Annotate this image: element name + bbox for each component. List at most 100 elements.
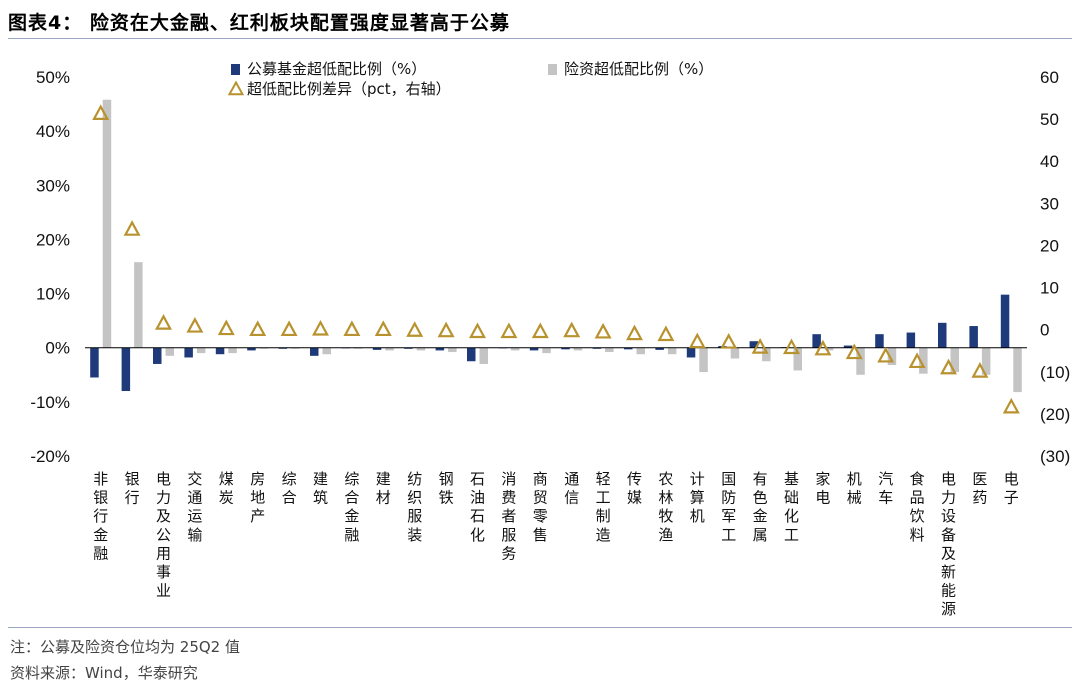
- fund-bar: [215, 347, 225, 355]
- diff-marker: [186, 316, 204, 333]
- insurer-bar: [1013, 347, 1022, 393]
- diff-marker: [343, 320, 361, 337]
- category-label: 电力设备及新能源: [941, 470, 956, 618]
- chart-title: 图表4： 险资在大金融、红利板块配置强度显著高于公募: [8, 12, 510, 34]
- diff-marker: [720, 332, 738, 349]
- left-axis-tick-label: 40%: [36, 122, 70, 141]
- legend-insurer-swatch: [548, 64, 557, 75]
- right-axis-tick-label: 60: [1040, 68, 1059, 87]
- insurer-bar: [416, 347, 426, 351]
- category-label: 有色金属: [753, 470, 768, 544]
- fund-bar: [310, 347, 319, 356]
- category-label: 建筑: [313, 470, 328, 507]
- diff-marker: [908, 352, 926, 369]
- footer-divider: [8, 627, 1072, 628]
- insurer-bar: [981, 347, 991, 375]
- diff-marker: [92, 104, 110, 120]
- diff-marker: [657, 325, 675, 342]
- insurer-bar: [259, 347, 269, 349]
- insurer-bar: [887, 347, 897, 366]
- fund-bar: [529, 347, 539, 351]
- category-label: 医药: [972, 470, 987, 507]
- category-label: 基础化工: [784, 470, 799, 544]
- fund-bar: [749, 341, 759, 348]
- title-divider: [8, 38, 1072, 39]
- insurer-bar: [479, 347, 488, 364]
- diff-marker: [469, 322, 486, 339]
- right-axis-tick-label: (20): [1040, 405, 1070, 424]
- left-axis-tick-label: -20%: [30, 447, 70, 466]
- category-label: 国防军工: [721, 470, 736, 544]
- fund-bar: [247, 347, 256, 351]
- diff-marker: [877, 346, 895, 363]
- diff-marker: [845, 343, 863, 360]
- insurer-bar: [919, 347, 928, 374]
- insurer-bar: [605, 347, 614, 353]
- category-label: 电子: [1004, 470, 1019, 507]
- legend-diff-label: 超低配比例差异（pct，右轴）: [247, 80, 451, 98]
- category-label: 建材: [376, 470, 391, 507]
- fund-bar: [561, 347, 570, 350]
- diff-marker: [280, 320, 298, 337]
- fund-bar: [1000, 294, 1010, 348]
- category-label: 纺织服装: [407, 470, 422, 544]
- left-axis-tick-label: 30%: [36, 176, 70, 195]
- left-axis-tick-label: -10%: [30, 393, 70, 412]
- legend-fund-label: 公募基金超低配比例（%）: [247, 60, 426, 78]
- diff-marker: [626, 324, 643, 341]
- insurer-bar: [542, 347, 551, 354]
- category-label: 传媒: [627, 470, 642, 507]
- fund-bar: [843, 345, 853, 348]
- category-label: 消费者服务: [501, 470, 516, 562]
- diff-marker: [814, 339, 832, 356]
- fund-bar: [184, 347, 193, 358]
- diff-marker: [594, 322, 612, 339]
- marker-layer: [92, 104, 1020, 414]
- fund-bar: [592, 347, 602, 349]
- diff-marker: [155, 314, 172, 330]
- diff-marker: [123, 220, 141, 236]
- diff-marker: [249, 320, 267, 337]
- category-label: 煤炭: [219, 470, 234, 507]
- category-label: 计算机: [690, 470, 705, 525]
- insurer-bar: [134, 262, 143, 348]
- fund-bar: [686, 347, 696, 358]
- fund-bar: [655, 347, 664, 350]
- fund-bar: [90, 347, 99, 378]
- fund-bar: [906, 332, 916, 348]
- right-axis-tick-label: 40: [1040, 152, 1059, 171]
- diff-marker: [971, 362, 989, 378]
- diff-marker: [406, 321, 424, 337]
- category-label: 银行: [125, 470, 140, 507]
- fund-bar: [969, 326, 978, 348]
- left-axis-tick-label: 50%: [36, 68, 70, 87]
- diff-marker: [751, 338, 769, 354]
- right-axis-tick-label: 50: [1040, 110, 1059, 129]
- legend-diff-swatch: [227, 80, 245, 96]
- right-axis-tick-label: 20: [1040, 236, 1059, 255]
- fund-bar: [153, 347, 162, 364]
- diff-marker: [500, 322, 518, 339]
- bar-layer: [90, 99, 1022, 393]
- category-label: 轻工制造: [596, 470, 611, 544]
- insurer-bar: [448, 347, 457, 353]
- diff-marker: [531, 322, 549, 339]
- tick-layer: -20% -10% 0% 10% 20% 30% 40% 50% (30) (20) (10) 0 10…: [30, 68, 1070, 466]
- right-axis-tick-label: 30: [1040, 194, 1059, 213]
- fund-bar: [404, 347, 413, 349]
- diff-marker: [437, 321, 455, 338]
- fund-bar: [875, 334, 884, 348]
- diff-marker: [1002, 397, 1020, 414]
- right-axis-tick-label: (30): [1040, 447, 1070, 466]
- left-axis-tick-label: 0%: [45, 339, 70, 358]
- category-label: 非银行金融: [93, 470, 108, 562]
- source-note: 资料来源：Wind，华泰研究: [10, 664, 198, 682]
- insurer-bar: [510, 347, 520, 351]
- category-label: 石油石化: [470, 470, 485, 544]
- category-label: 综合金融: [344, 470, 359, 544]
- insurer-bar: [699, 347, 708, 373]
- right-axis-tick-label: (10): [1040, 363, 1070, 382]
- fund-bar: [372, 347, 382, 350]
- legend: 公募基金超低配比例（%） 险资超低配比例（%） 超低配比例差异（pct，右轴）: [227, 60, 713, 98]
